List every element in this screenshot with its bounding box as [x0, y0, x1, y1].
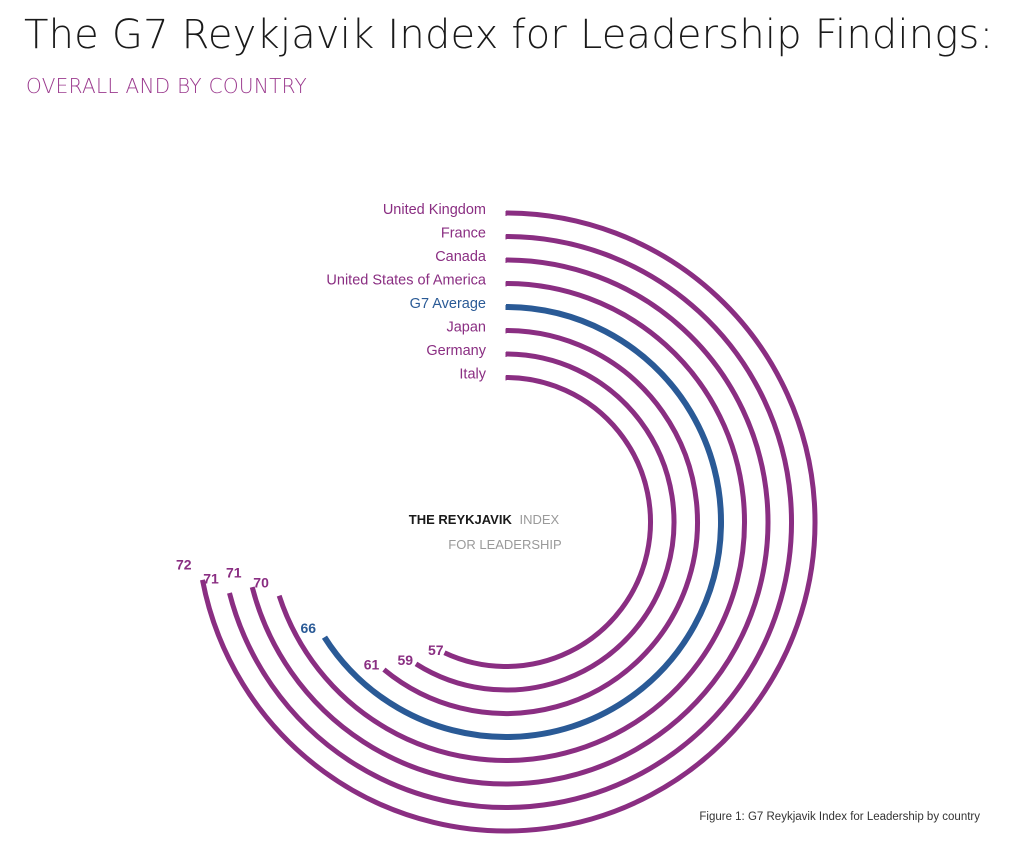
center-label-light-leadership: FOR LEADERSHIP [448, 537, 561, 552]
value-label-united-kingdom: 72 [176, 556, 192, 572]
ring-layer [200, 210, 818, 834]
center-label: THE REYKJAVIK INDEX FOR LEADERSHIP [409, 512, 562, 552]
ring-italy [443, 375, 653, 669]
ring-united-kingdom [200, 210, 818, 834]
center-label-light-index: INDEX [519, 512, 559, 527]
series-label-g7-average: G7 Average [410, 296, 486, 312]
ring-japan [382, 328, 700, 716]
ring-france [227, 234, 794, 810]
series-label-italy: Italy [459, 367, 486, 383]
page-title: The G7 Reykjavik Index for Leadership Fi… [24, 12, 994, 58]
figure-caption: Figure 1: G7 Reykjavik Index for Leaders… [699, 811, 980, 823]
value-label-italy: 57 [428, 642, 444, 658]
value-label-germany: 59 [398, 652, 414, 668]
series-label-japan: Japan [446, 320, 486, 336]
ring-united-states-of-america [276, 281, 747, 763]
series-label-germany: Germany [426, 343, 486, 359]
value-label-united-states-of-america: 70 [253, 574, 269, 590]
ring-canada [249, 257, 771, 787]
value-label-g7-average: 66 [301, 620, 317, 636]
value-label-layer: 72 71 71 70 66 61 59 57 [176, 556, 444, 672]
value-label-japan: 61 [364, 656, 380, 672]
series-label-united-kingdom: United Kingdom [383, 202, 486, 218]
ring-g7-average [321, 304, 724, 740]
value-label-france: 71 [203, 571, 219, 587]
value-label-canada: 71 [226, 565, 242, 581]
series-label-united-states-of-america: United States of America [326, 273, 487, 289]
page-subtitle: OVERALL AND BY COUNTRY [26, 74, 308, 98]
center-label-bold: THE REYKJAVIK [409, 512, 513, 527]
svg-text:THE REYKJAVIK INDEX: THE REYKJAVIK INDEX [409, 512, 560, 527]
series-label-france: France [441, 226, 486, 242]
label-layer: United Kingdom France Canada United States … [326, 202, 487, 383]
series-label-canada: Canada [435, 249, 487, 265]
ring-germany [414, 351, 677, 693]
